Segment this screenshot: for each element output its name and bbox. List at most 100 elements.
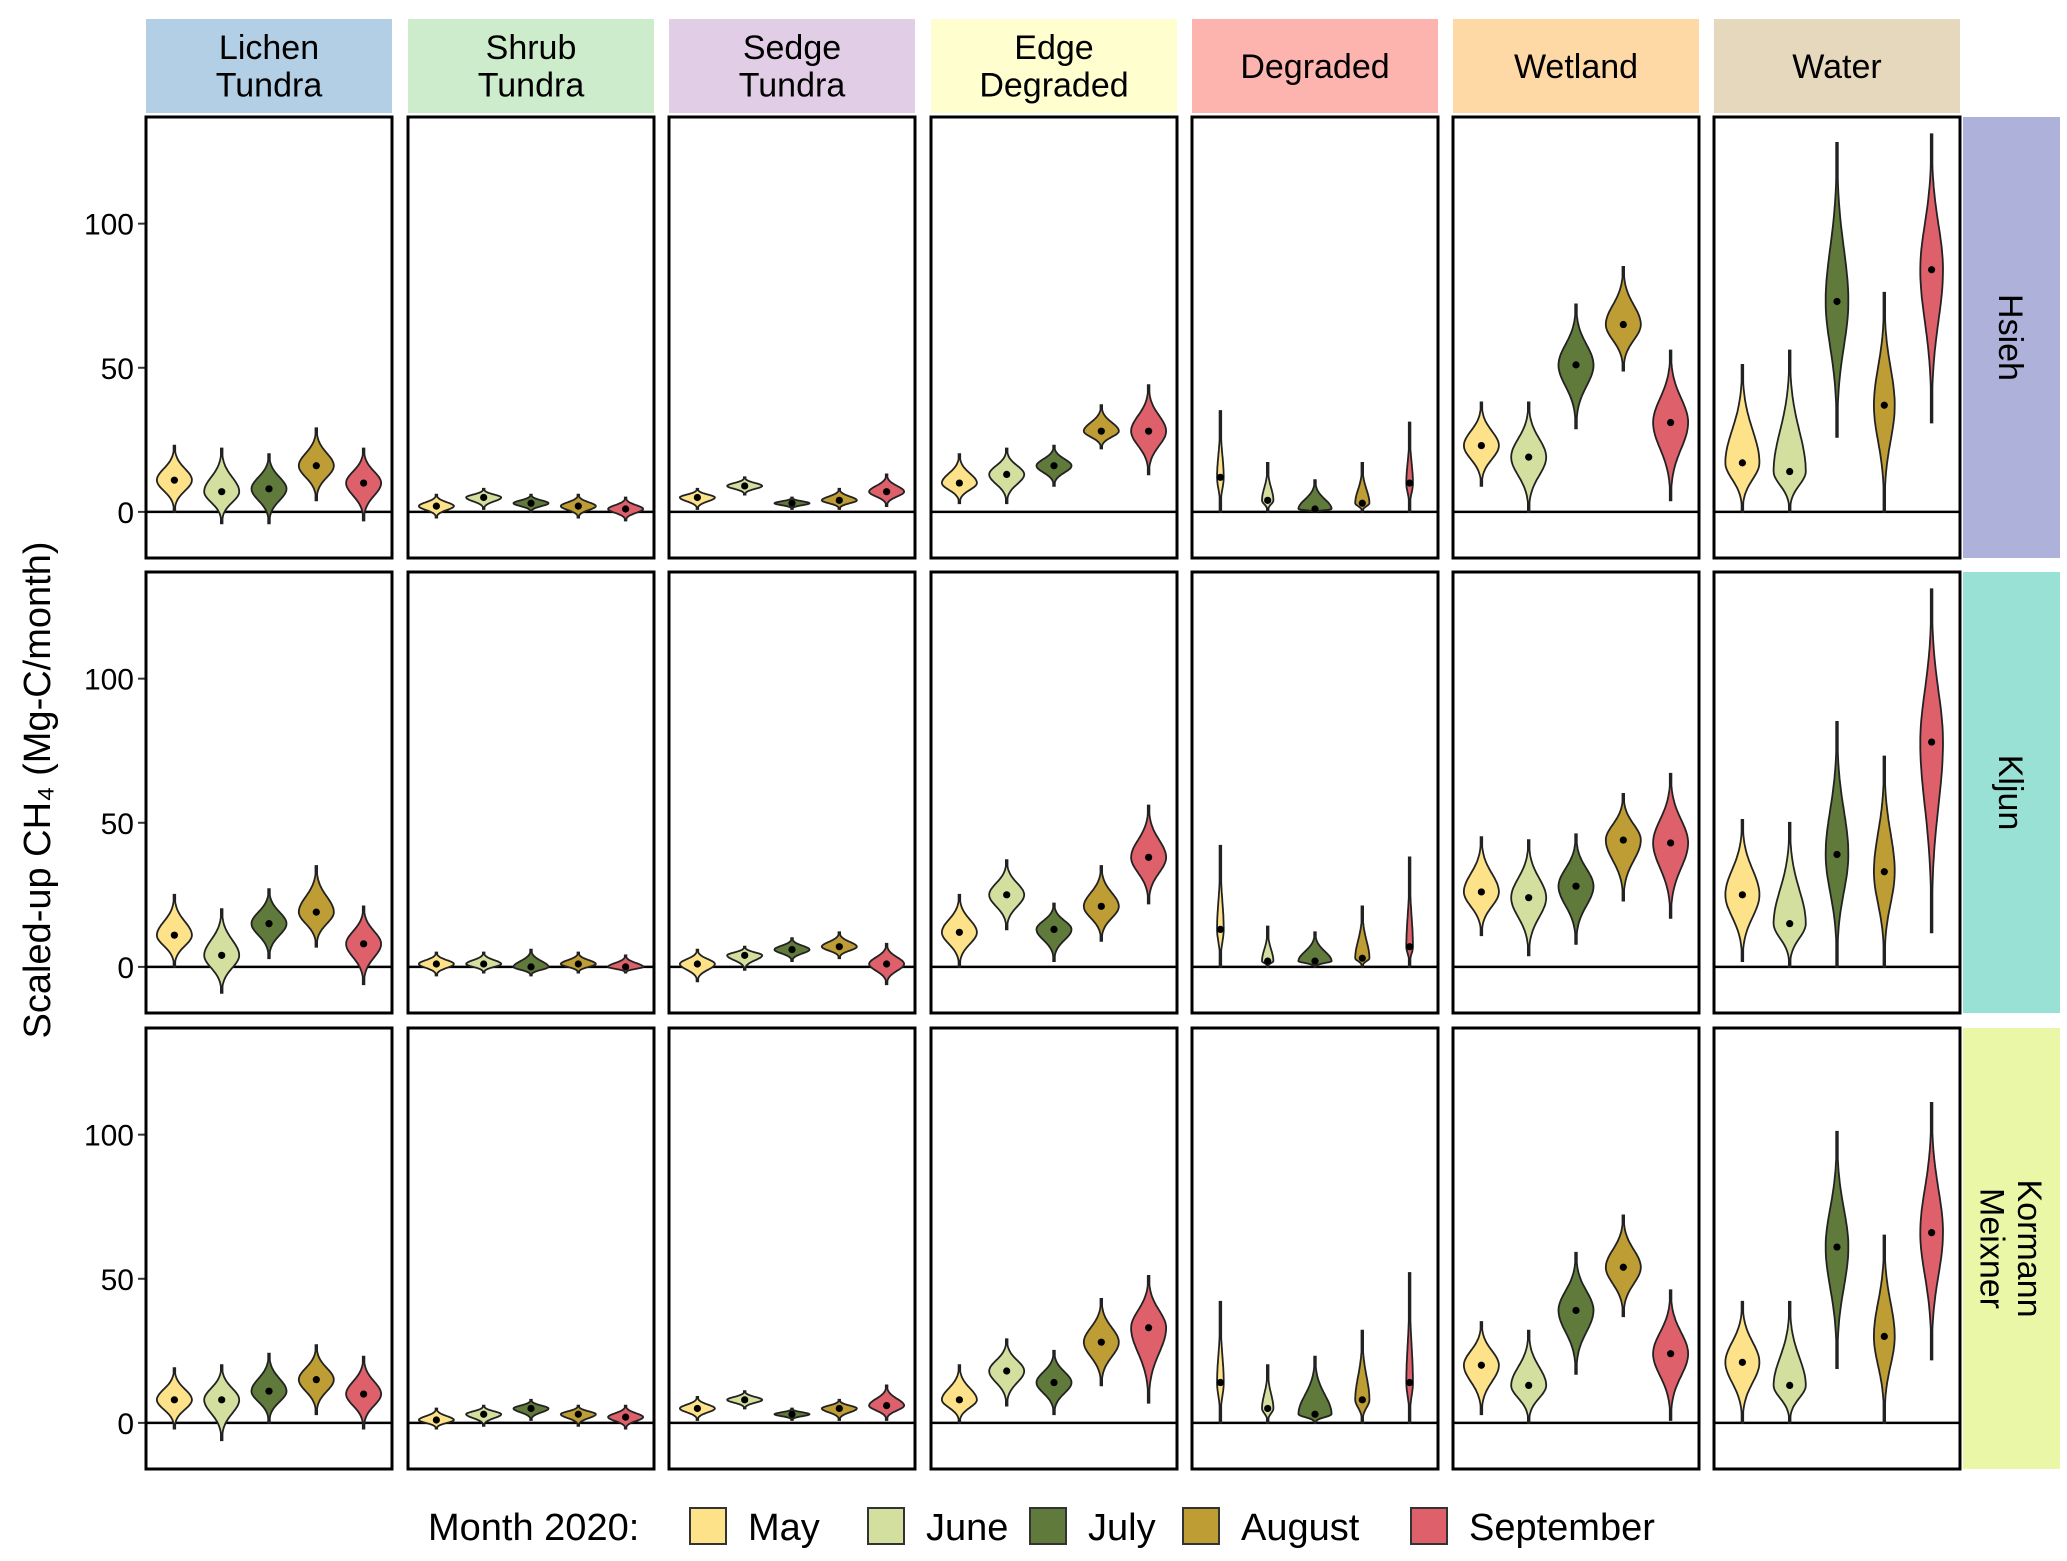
median-point	[1738, 1358, 1746, 1366]
median-point	[1145, 1324, 1153, 1332]
median-point	[312, 1376, 320, 1384]
median-point	[622, 505, 630, 513]
violin-hsieh-water-may	[1724, 364, 1761, 513]
violin-kljun-lichen-tundra-may	[156, 893, 193, 968]
median-point	[480, 1410, 488, 1418]
panel-border	[1451, 1026, 1701, 1471]
median-point	[432, 1416, 440, 1424]
median-point	[788, 499, 796, 507]
violin-hsieh-degraded-july	[1297, 479, 1333, 513]
column-strip-lichen-tundra	[146, 19, 392, 113]
column-strip-shrub-tundra	[408, 19, 654, 113]
median-point	[1880, 1332, 1888, 1341]
legend-swatch-july	[1029, 1507, 1067, 1545]
median-point	[1880, 401, 1888, 409]
column-strip-label-line: Tundra	[478, 67, 585, 105]
median-point	[1619, 320, 1627, 329]
panel-border	[406, 570, 656, 1015]
median-point	[693, 493, 701, 502]
median-point	[218, 488, 226, 496]
violin-kljun-lichen-tundra-august	[297, 865, 335, 948]
median-point	[170, 476, 178, 484]
median-point	[1572, 882, 1580, 890]
median-point	[574, 1410, 582, 1418]
median-point	[1216, 473, 1224, 481]
median-point	[1097, 902, 1105, 910]
median-point	[741, 951, 749, 959]
median-point	[1050, 462, 1058, 470]
legend-label-june: June	[926, 1507, 1008, 1549]
median-point	[574, 960, 582, 968]
violin-kljun-water-june	[1772, 821, 1807, 968]
median-point	[480, 493, 488, 502]
panel-border	[929, 1026, 1179, 1471]
legend-swatch-june	[867, 1507, 905, 1545]
median-point	[1216, 925, 1224, 934]
y-tick-label: 0	[117, 952, 134, 985]
row-strip-label-line: Hsieh	[1991, 294, 2029, 381]
median-point	[1786, 467, 1794, 476]
median-point	[1619, 836, 1627, 844]
column-strip-label-line: Degraded	[979, 67, 1128, 105]
column-strip-label-line: Degraded	[1240, 48, 1389, 86]
median-point	[955, 1396, 963, 1404]
panel-border	[929, 570, 1179, 1015]
median-point	[312, 462, 320, 470]
median-point	[360, 1390, 368, 1398]
median-point	[1003, 470, 1011, 479]
violin-kljun-lichen-tundra-june	[203, 908, 241, 994]
column-strip-label: Lichen Tundra	[216, 29, 323, 104]
legend: Month 2020: May June July August September	[428, 1507, 1655, 1549]
panel-background	[408, 572, 654, 1013]
median-point	[788, 1410, 796, 1418]
median-point	[883, 1401, 891, 1410]
panel-border	[1712, 1026, 1962, 1471]
median-point	[1572, 361, 1580, 369]
median-point	[480, 960, 488, 968]
median-point	[1525, 453, 1533, 461]
median-point	[1572, 1306, 1580, 1315]
y-tick-label: 50	[101, 1264, 134, 1297]
column-strip-water	[1714, 19, 1960, 113]
panel-border	[144, 570, 394, 1015]
median-point	[693, 1404, 701, 1413]
y-tick-label: 50	[101, 808, 134, 841]
median-point	[1477, 888, 1485, 896]
median-point	[527, 963, 535, 971]
y-tick-label: 100	[84, 209, 134, 242]
violin-kljun-degraded-august	[1354, 905, 1371, 968]
y-tick-label: 100	[84, 664, 134, 697]
row-strip-kormann-meixner	[1963, 1028, 2060, 1469]
median-point	[1050, 925, 1058, 934]
panel-border	[1712, 115, 1962, 560]
column-strip-label-line: Wetland	[1514, 48, 1638, 86]
row-strip-label-line: Meixner	[1972, 1188, 2010, 1309]
violin-hsieh-water-june	[1772, 349, 1807, 513]
legend-swatch-september	[1410, 1507, 1448, 1545]
violin-kljun-water-august	[1873, 755, 1896, 968]
panel-border	[144, 115, 394, 560]
row-strip-label: Hsieh	[1991, 294, 2029, 381]
median-point	[1406, 1378, 1414, 1387]
column-strip-label-line: Tundra	[739, 67, 846, 105]
median-point	[265, 485, 273, 493]
median-point	[432, 502, 440, 510]
median-point	[1928, 266, 1936, 274]
median-point	[1833, 297, 1841, 306]
violin-kormann-meixner-edge-degraded-may	[941, 1364, 978, 1424]
column-strip-edge-degraded	[931, 19, 1177, 113]
column-strip-label-line: Water	[1792, 48, 1881, 86]
median-point	[955, 479, 963, 487]
violin-kljun-water-july	[1824, 721, 1850, 968]
median-point	[1833, 1243, 1841, 1251]
violin-hsieh-lichen-tundra-june	[203, 447, 241, 525]
median-point	[1358, 954, 1366, 962]
median-point	[1786, 920, 1794, 928]
violin-kljun-water-september	[1919, 588, 1944, 934]
median-point	[788, 945, 796, 954]
median-point	[1003, 1367, 1011, 1375]
violin-kljun-shrub-tundra-july	[512, 948, 550, 977]
median-point	[1880, 868, 1888, 876]
median-point	[1738, 459, 1746, 467]
violin-kormann-meixner-water-august	[1873, 1234, 1896, 1424]
